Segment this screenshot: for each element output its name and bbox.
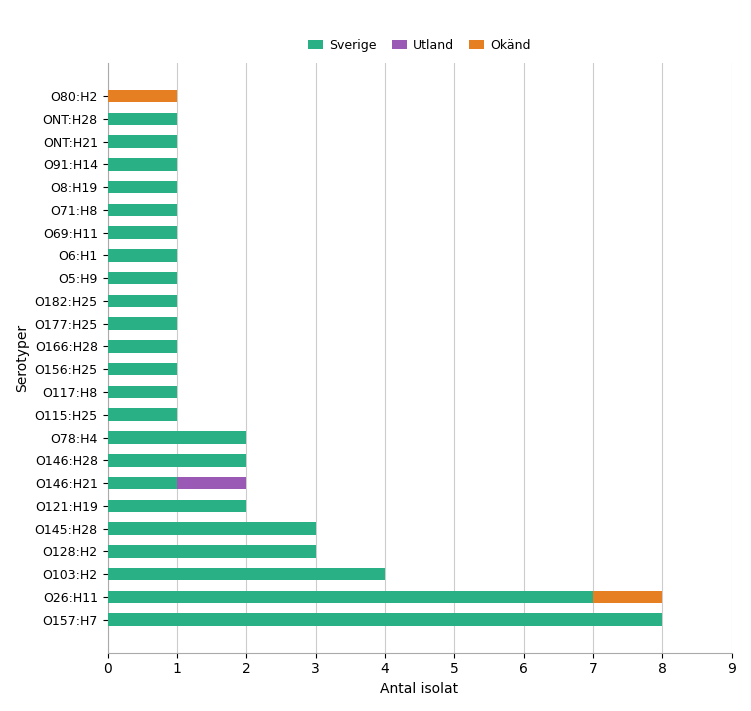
Bar	[107, 317, 177, 330]
Bar	[107, 181, 177, 193]
Bar	[107, 158, 177, 171]
Legend: Sverige, Utland, Okänd: Sverige, Utland, Okänd	[303, 34, 536, 57]
Y-axis label: Serotyper: Serotyper	[15, 324, 29, 392]
Bar	[593, 591, 662, 603]
Bar	[107, 272, 177, 284]
Bar	[107, 591, 593, 603]
Bar	[107, 545, 315, 557]
Bar	[107, 90, 177, 102]
Bar	[107, 340, 177, 353]
Bar	[107, 294, 177, 307]
Bar	[107, 363, 177, 375]
Bar	[107, 226, 177, 239]
Bar	[107, 523, 315, 535]
Bar	[177, 477, 246, 489]
Bar	[107, 432, 246, 444]
Bar	[107, 112, 177, 125]
Bar	[107, 614, 662, 626]
Bar	[107, 568, 385, 580]
Bar	[107, 203, 177, 216]
Bar	[107, 409, 177, 421]
Bar	[107, 477, 177, 489]
Bar	[107, 500, 246, 512]
X-axis label: Antal isolat: Antal isolat	[381, 682, 459, 696]
Bar	[107, 454, 246, 466]
Bar	[107, 249, 177, 262]
Bar	[107, 385, 177, 398]
Bar	[107, 135, 177, 148]
